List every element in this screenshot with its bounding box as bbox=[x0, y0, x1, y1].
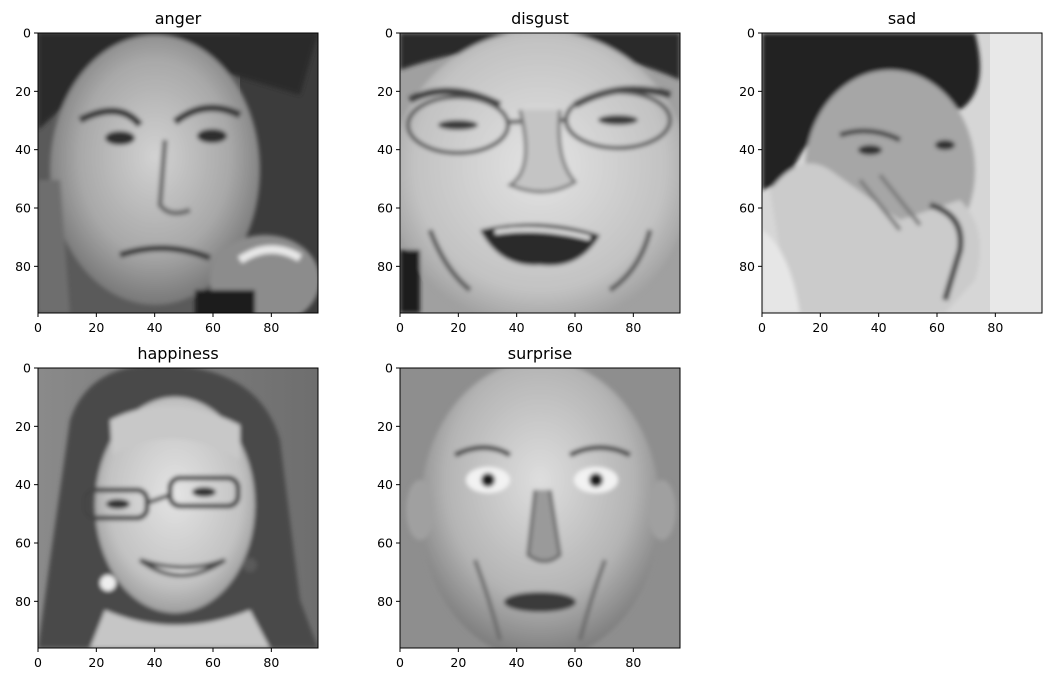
x-tick-label: 60 bbox=[567, 320, 583, 335]
x-tick-label: 20 bbox=[450, 655, 466, 670]
x-axis: 0 20 40 60 80 bbox=[34, 648, 279, 670]
face-image-anger bbox=[38, 33, 318, 313]
y-axis: 0 20 40 60 80 bbox=[739, 26, 762, 274]
y-tick-label: 20 bbox=[377, 84, 393, 99]
y-tick-label: 40 bbox=[377, 142, 393, 157]
y-axis: 0 20 40 60 80 bbox=[377, 361, 400, 609]
x-tick-label: 40 bbox=[871, 320, 887, 335]
axes-frame bbox=[399, 367, 681, 649]
panel-surprise: surprise 0 20 40 60 80 0 20 40 60 80 bbox=[377, 344, 681, 670]
y-tick-label: 80 bbox=[377, 259, 393, 274]
axes-frame bbox=[399, 32, 681, 314]
x-tick-label: 40 bbox=[509, 320, 525, 335]
face-image-disgust bbox=[400, 33, 680, 313]
y-tick-label: 60 bbox=[15, 201, 31, 216]
x-tick-label: 40 bbox=[147, 320, 163, 335]
y-tick-label: 80 bbox=[15, 259, 31, 274]
y-tick-label: 0 bbox=[385, 26, 393, 41]
y-tick-label: 80 bbox=[15, 594, 31, 609]
axes-frame bbox=[37, 367, 319, 649]
x-tick-label: 80 bbox=[987, 320, 1003, 335]
x-tick-label: 60 bbox=[205, 655, 221, 670]
face-image-sad bbox=[762, 33, 1042, 313]
x-tick-label: 20 bbox=[812, 320, 828, 335]
y-tick-label: 40 bbox=[15, 477, 31, 492]
x-tick-label: 60 bbox=[929, 320, 945, 335]
y-tick-label: 60 bbox=[377, 201, 393, 216]
x-tick-label: 80 bbox=[263, 655, 279, 670]
axes-frame bbox=[761, 32, 1043, 314]
y-tick-label: 0 bbox=[385, 361, 393, 376]
x-tick-label: 20 bbox=[450, 320, 466, 335]
x-tick-label: 80 bbox=[625, 655, 641, 670]
y-axis: 0 20 40 60 80 bbox=[377, 26, 400, 274]
panel-anger: anger 0 20 40 60 80 0 20 40 60 80 bbox=[15, 9, 319, 335]
axes-frame bbox=[37, 32, 319, 314]
y-tick-label: 0 bbox=[23, 26, 31, 41]
panel-title: disgust bbox=[511, 9, 569, 28]
y-tick-label: 80 bbox=[739, 259, 755, 274]
y-tick-label: 60 bbox=[15, 536, 31, 551]
x-tick-label: 20 bbox=[88, 655, 104, 670]
x-tick-label: 0 bbox=[396, 655, 404, 670]
panel-title: anger bbox=[155, 9, 202, 28]
y-tick-label: 40 bbox=[377, 477, 393, 492]
y-tick-label: 80 bbox=[377, 594, 393, 609]
x-tick-label: 0 bbox=[758, 320, 766, 335]
y-tick-label: 20 bbox=[739, 84, 755, 99]
y-axis: 0 20 40 60 80 bbox=[15, 361, 38, 609]
panel-title: surprise bbox=[508, 344, 572, 363]
face-image-happiness bbox=[38, 368, 318, 648]
panel-sad: sad 0 20 40 60 80 0 20 40 60 80 bbox=[739, 9, 1043, 335]
y-tick-label: 20 bbox=[15, 84, 31, 99]
y-tick-label: 60 bbox=[377, 536, 393, 551]
x-tick-label: 40 bbox=[147, 655, 163, 670]
panel-happiness: happiness 0 20 40 60 80 0 20 40 60 80 bbox=[15, 344, 319, 670]
y-tick-label: 40 bbox=[15, 142, 31, 157]
x-axis: 0 20 40 60 80 bbox=[34, 313, 279, 335]
y-tick-label: 60 bbox=[739, 201, 755, 216]
y-axis: 0 20 40 60 80 bbox=[15, 26, 38, 274]
y-tick-label: 20 bbox=[377, 419, 393, 434]
y-tick-label: 0 bbox=[23, 361, 31, 376]
y-tick-label: 0 bbox=[747, 26, 755, 41]
x-axis: 0 20 40 60 80 bbox=[396, 648, 641, 670]
x-tick-label: 0 bbox=[34, 655, 42, 670]
panel-title: happiness bbox=[137, 344, 218, 363]
panel-title: sad bbox=[888, 9, 916, 28]
x-axis: 0 20 40 60 80 bbox=[758, 313, 1003, 335]
x-tick-label: 0 bbox=[396, 320, 404, 335]
x-tick-label: 60 bbox=[567, 655, 583, 670]
face-image-surprise bbox=[400, 368, 680, 648]
x-tick-label: 80 bbox=[263, 320, 279, 335]
x-tick-label: 40 bbox=[509, 655, 525, 670]
x-tick-label: 0 bbox=[34, 320, 42, 335]
y-tick-label: 40 bbox=[739, 142, 755, 157]
x-axis: 0 20 40 60 80 bbox=[396, 313, 641, 335]
x-tick-label: 60 bbox=[205, 320, 221, 335]
y-tick-label: 20 bbox=[15, 419, 31, 434]
x-tick-label: 80 bbox=[625, 320, 641, 335]
x-tick-label: 20 bbox=[88, 320, 104, 335]
